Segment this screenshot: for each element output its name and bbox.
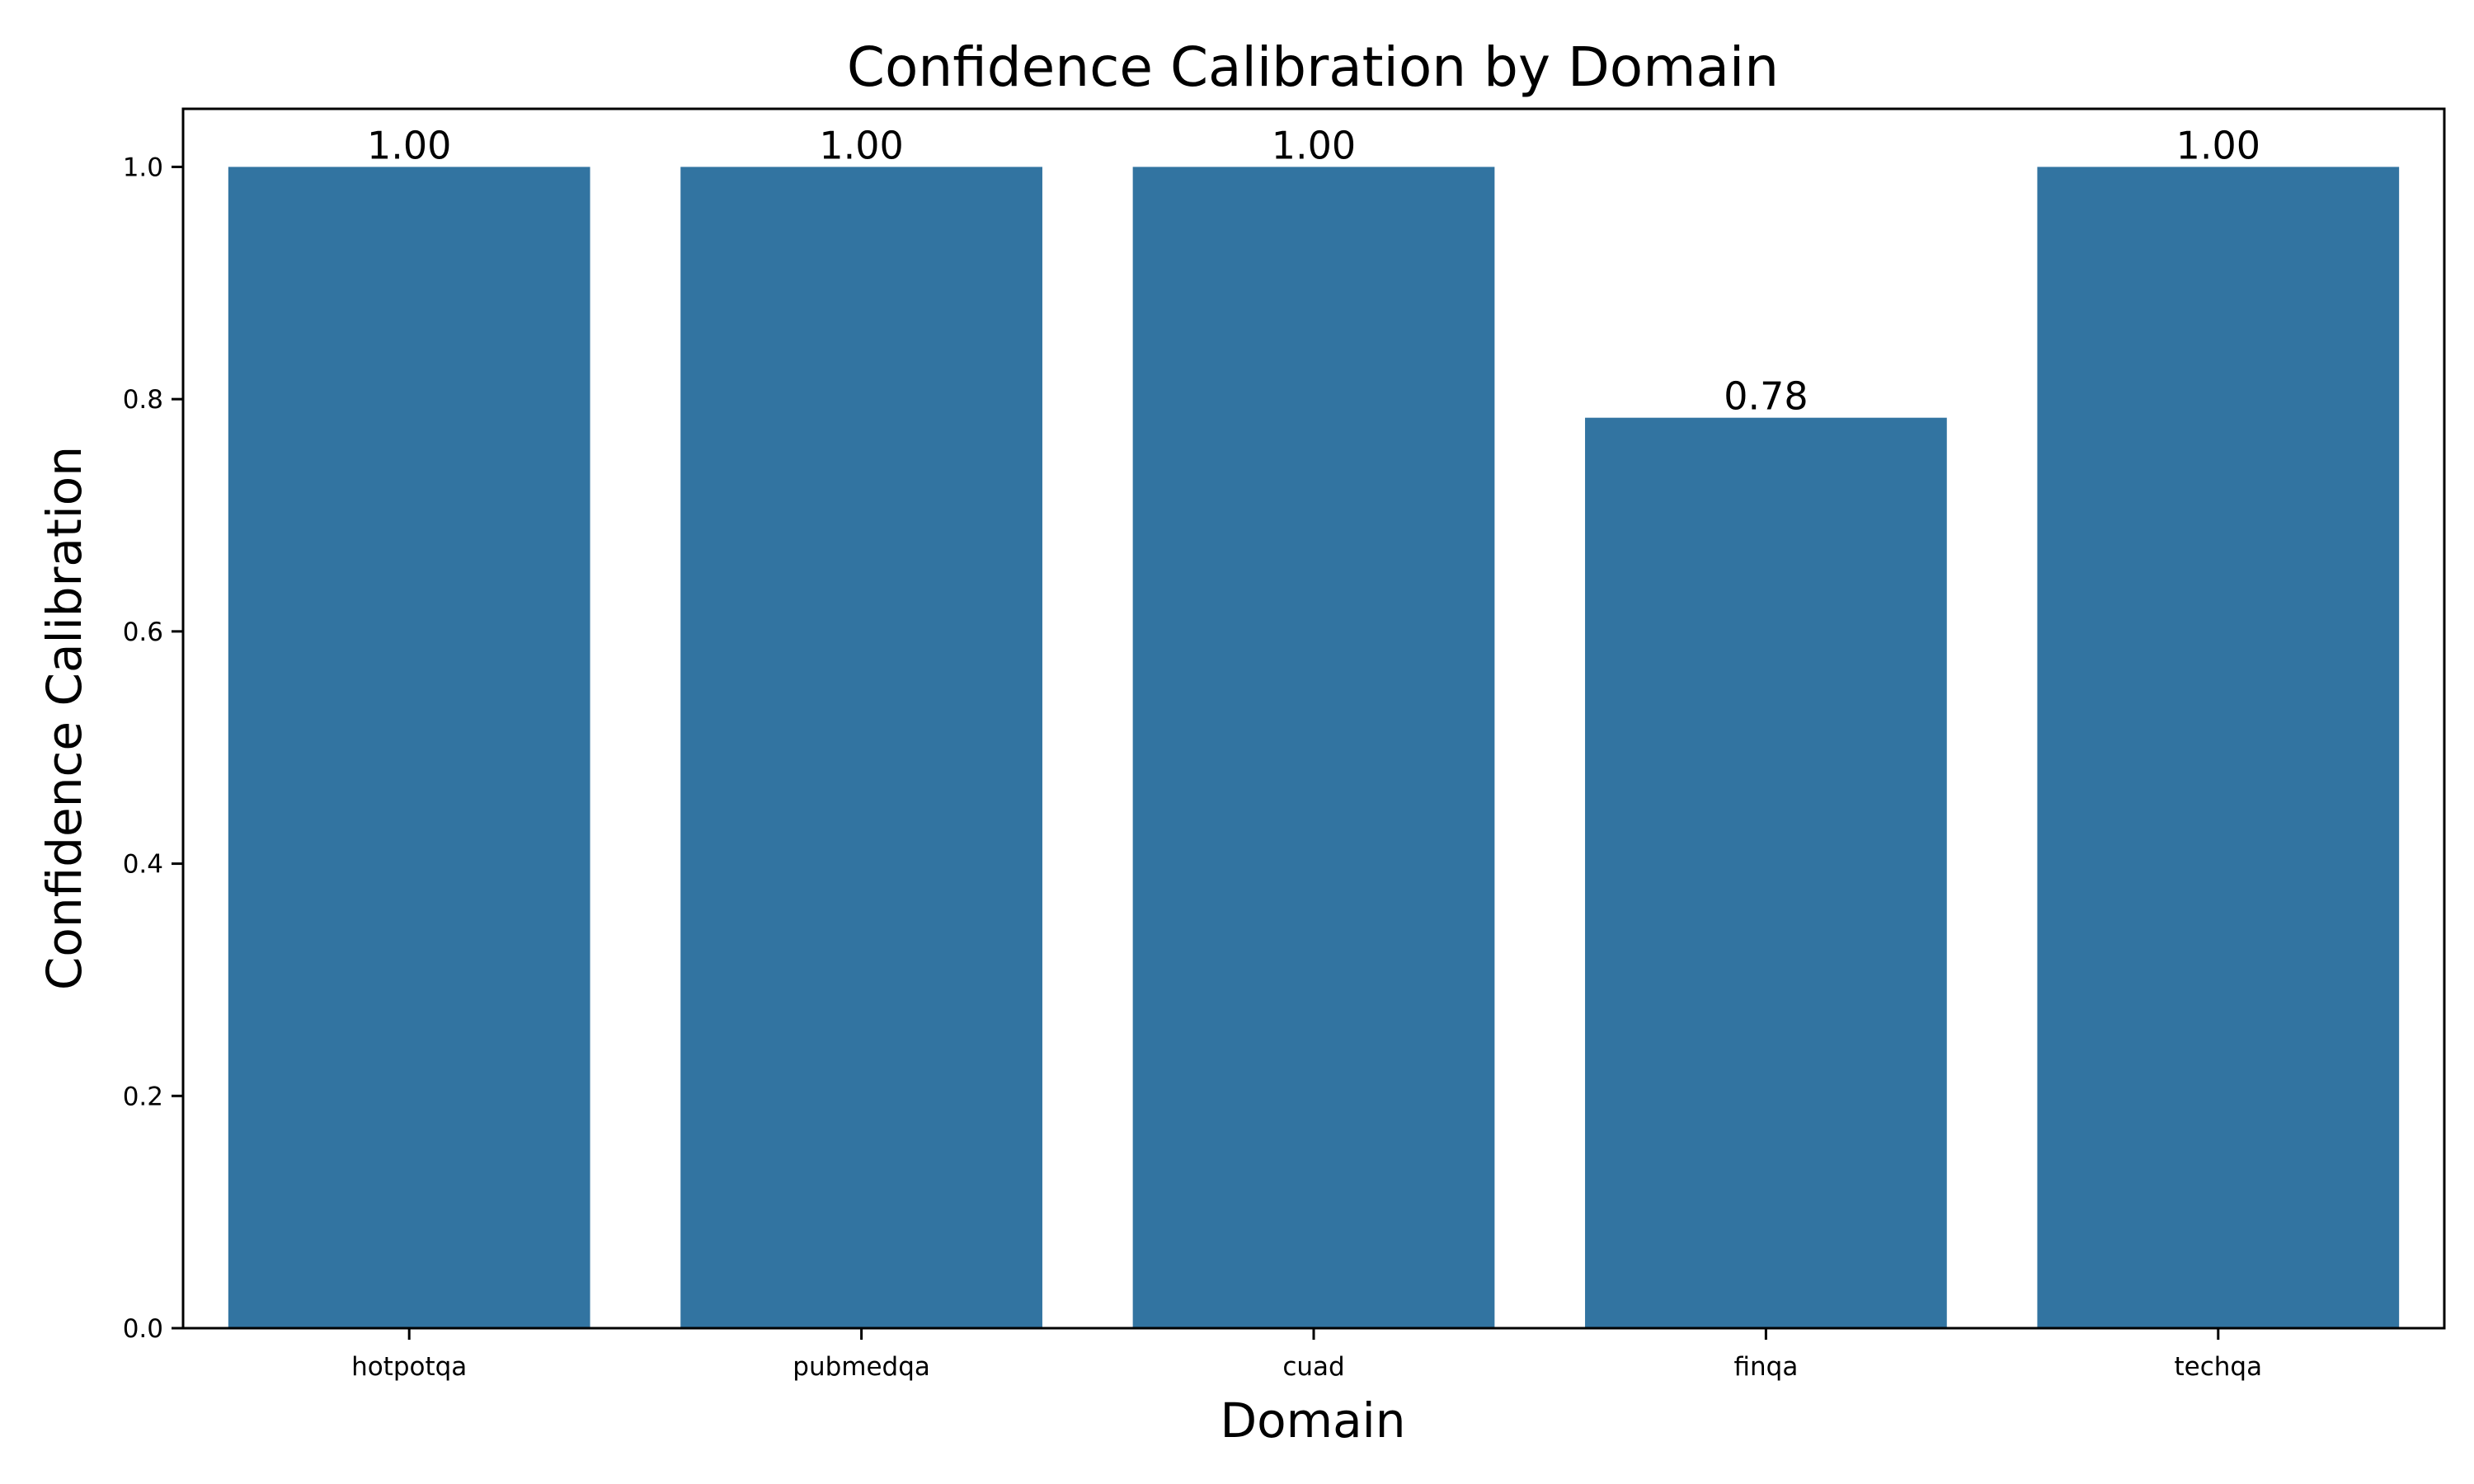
x-axis-label: Domain [1220, 1392, 1405, 1449]
x-tick-label-pubmedqa: pubmedqa [793, 1352, 930, 1382]
value-labels-layer: 1.00 1.00 1.00 0.78 1.00 [367, 123, 2260, 418]
bar-hotpotqa [228, 167, 590, 1328]
y-tick-label: 0.4 [123, 850, 163, 880]
y-tick-label: 0.0 [123, 1314, 163, 1344]
y-axis-label: Confidence Calibration [36, 446, 92, 990]
x-tick-label-hotpotqa: hotpotqa [351, 1352, 467, 1382]
x-axis: hotpotqa pubmedqa cuad finqa techqa [351, 1328, 2262, 1382]
bar-value-label-techqa: 1.00 [2176, 123, 2260, 167]
y-tick-label: 0.8 [123, 385, 163, 415]
bar-value-label-pubmedqa: 1.00 [819, 123, 903, 167]
y-axis: 0.0 0.2 0.4 0.6 0.8 1.0 [123, 153, 183, 1344]
x-tick-label-techqa: techqa [2175, 1352, 2263, 1382]
bar-value-label-cuad: 1.00 [1272, 123, 1356, 167]
x-tick-label-finqa: finqa [1733, 1352, 1798, 1382]
y-tick-label: 0.6 [123, 618, 163, 647]
y-tick-label: 0.2 [123, 1082, 163, 1111]
chart-title: Confidence Calibration by Domain [847, 35, 1779, 99]
bar-pubmedqa [680, 167, 1042, 1328]
x-tick-label-cuad: cuad [1282, 1352, 1344, 1382]
plot-area: 1.00 1.00 1.000.781.00 0.00.20.40.60.81.0 … [123, 107, 2446, 1382]
bar-value-label-finqa: 0.78 [1724, 374, 1808, 419]
bar-cuad [1132, 167, 1495, 1328]
y-tick-label: 1.0 [123, 153, 163, 182]
bar-finqa [1585, 417, 1947, 1329]
bar-value-label-hotpotqa: 1.00 [367, 123, 451, 167]
bars-layer [228, 167, 2400, 1329]
bar-techqa [2037, 167, 2400, 1328]
